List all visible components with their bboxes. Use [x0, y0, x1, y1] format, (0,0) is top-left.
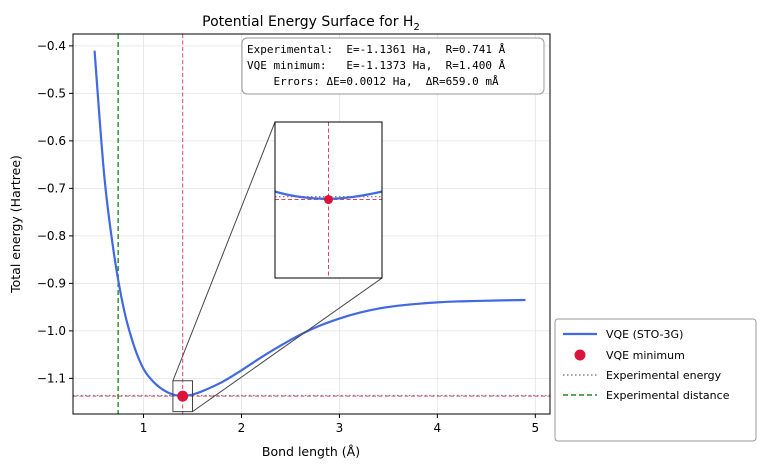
y-axis: −1.1 −1.0 −0.9 −0.8 −0.7 −0.6 −0.5 −0.4 — [37, 39, 73, 385]
zoom-connector — [192, 277, 383, 413]
y-tick-label: −0.5 — [37, 86, 66, 100]
chart-title-subscript: 2 — [413, 22, 419, 33]
x-tick-label: 3 — [336, 421, 344, 435]
axes-frame — [72, 33, 551, 415]
x-tick-label: 4 — [434, 421, 442, 435]
x-tick-label: 2 — [238, 421, 246, 435]
series-line-vqe — [93, 50, 526, 398]
y-tick-label: −0.9 — [37, 276, 66, 290]
zoom-connector — [172, 121, 276, 381]
y-tick-label: −0.7 — [37, 181, 66, 195]
x-axis: 1 2 3 4 5 — [140, 414, 539, 435]
annotation-line: Experimental: E=-1.1361 Ha, R=0.741 Å — [247, 43, 506, 56]
vqe-minimum-point — [177, 390, 189, 402]
plot-area — [73, 34, 550, 414]
legend-label: VQE minimum — [606, 349, 685, 362]
y-tick-label: −0.4 — [37, 39, 66, 53]
x-axis-label: Bond length (Å) — [262, 444, 360, 459]
legend: VQE (STO-3G) VQE minimum Experimental en… — [554, 318, 757, 442]
annotation-frame — [241, 37, 545, 95]
zoom-box — [172, 380, 193, 413]
x-tick-label: 1 — [140, 421, 148, 435]
inset-vqe-minimum-point — [324, 195, 333, 205]
legend-swatch-vqe-minimum — [574, 349, 586, 361]
legend-label: VQE (STO-3G) — [606, 328, 683, 341]
y-tick-label: −1.0 — [37, 324, 66, 338]
inset-axes — [274, 121, 383, 279]
y-tick-label: −0.6 — [37, 134, 66, 148]
legend-label: Experimental energy — [606, 369, 722, 382]
annotation-box: Experimental: E=-1.1361 Ha, R=0.741 Å VQ… — [241, 37, 545, 95]
legend-label: Experimental distance — [606, 389, 730, 402]
annotation-line: VQE minimum: E=-1.1373 Ha, R=1.400 Å — [247, 59, 506, 72]
inset-frame — [274, 121, 383, 279]
y-tick-label: −1.1 — [37, 371, 66, 385]
x-tick-label: 5 — [531, 421, 539, 435]
annotation-line: Errors: ΔE=0.0012 Ha, ΔR=659.0 mÅ — [247, 75, 499, 88]
y-axis-label: Total energy (Hartree) — [8, 155, 23, 294]
y-tick-label: −0.8 — [37, 229, 66, 243]
zoom-indicator — [172, 121, 383, 413]
chart-title: Potential Energy Surface for H2 — [202, 14, 420, 33]
legend-frame — [554, 318, 757, 442]
